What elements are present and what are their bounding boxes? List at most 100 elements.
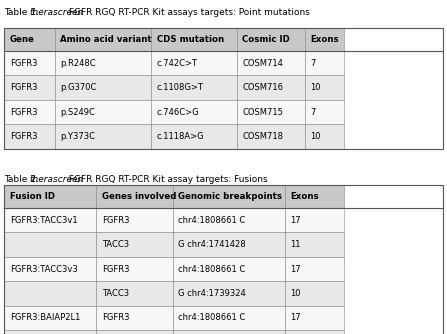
Bar	[285, 185, 344, 208]
Bar	[151, 51, 236, 75]
Bar	[285, 257, 344, 281]
Text: TACC3: TACC3	[102, 289, 129, 298]
Text: 10: 10	[310, 132, 320, 141]
Bar	[97, 330, 173, 334]
Text: p.Y373C: p.Y373C	[60, 132, 95, 141]
Text: Exons: Exons	[290, 192, 319, 201]
Bar	[285, 232, 344, 257]
Text: 17: 17	[290, 313, 301, 322]
Bar	[4, 208, 97, 232]
Bar	[4, 306, 97, 330]
Text: Gene: Gene	[10, 35, 35, 44]
Bar	[236, 51, 304, 75]
Bar	[55, 100, 151, 124]
Text: COSM716: COSM716	[242, 83, 283, 92]
Text: 10: 10	[310, 83, 320, 92]
Text: FGFR3:BAIAP2L1: FGFR3:BAIAP2L1	[10, 313, 80, 322]
Bar	[151, 100, 236, 124]
Bar	[4, 257, 97, 281]
Bar	[304, 28, 344, 51]
Bar	[285, 208, 344, 232]
Bar	[173, 257, 285, 281]
Bar	[236, 28, 304, 51]
Text: FGFR3: FGFR3	[102, 265, 129, 274]
Bar	[97, 306, 173, 330]
Text: TACC3: TACC3	[102, 240, 129, 249]
Text: FGFR3:TACC3v3: FGFR3:TACC3v3	[10, 265, 78, 274]
Bar	[97, 257, 173, 281]
Text: FGFR RGQ RT-PCR Kit assay targets: Fusions: FGFR RGQ RT-PCR Kit assay targets: Fusio…	[66, 175, 267, 184]
Bar	[4, 28, 55, 51]
Bar	[285, 330, 344, 334]
Text: p.S249C: p.S249C	[60, 108, 95, 117]
Text: 7: 7	[310, 108, 315, 117]
Bar	[55, 51, 151, 75]
Text: Exons: Exons	[310, 35, 338, 44]
Text: Table 1.: Table 1.	[4, 8, 45, 17]
Bar	[4, 185, 97, 208]
Bar	[173, 330, 285, 334]
Bar	[4, 232, 97, 257]
Text: G chr4:1741428: G chr4:1741428	[178, 240, 246, 249]
Bar	[151, 124, 236, 149]
Bar	[285, 306, 344, 330]
Text: FGFR3: FGFR3	[102, 216, 129, 225]
Bar	[4, 51, 55, 75]
Text: FGFR3: FGFR3	[10, 83, 38, 92]
Bar	[4, 75, 55, 100]
Text: FGFR RGQ RT-PCR Kit assays targets: Point mutations: FGFR RGQ RT-PCR Kit assays targets: Poin…	[66, 8, 310, 17]
Text: c.1108G>T: c.1108G>T	[156, 83, 203, 92]
Text: p.R248C: p.R248C	[60, 59, 96, 68]
Bar	[304, 51, 344, 75]
Bar	[4, 100, 55, 124]
Bar	[97, 281, 173, 306]
Text: chr4:1808661 C: chr4:1808661 C	[178, 313, 246, 322]
Bar	[304, 75, 344, 100]
Text: FGFR3: FGFR3	[102, 313, 129, 322]
Text: Genes involved: Genes involved	[102, 192, 176, 201]
Bar	[4, 281, 97, 306]
Bar	[173, 208, 285, 232]
Bar	[97, 232, 173, 257]
Text: c.742C>T: c.742C>T	[156, 59, 198, 68]
Bar	[151, 28, 236, 51]
Bar	[55, 124, 151, 149]
Text: 11: 11	[290, 240, 301, 249]
Bar	[173, 281, 285, 306]
Bar	[97, 185, 173, 208]
Text: p.G370C: p.G370C	[60, 83, 97, 92]
Bar	[151, 75, 236, 100]
Text: therascreen: therascreen	[29, 175, 83, 184]
Text: COSM718: COSM718	[242, 132, 283, 141]
Bar	[236, 100, 304, 124]
Bar	[173, 232, 285, 257]
Text: FGFR3: FGFR3	[10, 59, 38, 68]
Text: chr4:1808661 C: chr4:1808661 C	[178, 216, 246, 225]
Text: c.1118A>G: c.1118A>G	[156, 132, 204, 141]
Text: FGFR3: FGFR3	[10, 132, 38, 141]
Text: 7: 7	[310, 59, 315, 68]
Bar	[4, 28, 443, 149]
Text: therascreen: therascreen	[29, 8, 83, 17]
Text: COSM715: COSM715	[242, 108, 283, 117]
Text: 17: 17	[290, 265, 301, 274]
Text: c.746C>G: c.746C>G	[156, 108, 199, 117]
Bar	[4, 330, 97, 334]
Bar	[236, 75, 304, 100]
Bar	[285, 281, 344, 306]
Bar	[173, 306, 285, 330]
Bar	[304, 100, 344, 124]
Text: 10: 10	[290, 289, 301, 298]
Bar	[173, 185, 285, 208]
Bar	[236, 124, 304, 149]
Text: FGFR3: FGFR3	[10, 108, 38, 117]
Text: Cosmic ID: Cosmic ID	[242, 35, 290, 44]
Bar	[55, 75, 151, 100]
Text: Fusion ID: Fusion ID	[10, 192, 55, 201]
Bar	[4, 185, 443, 334]
Bar	[97, 208, 173, 232]
Text: Genomic breakpoints: Genomic breakpoints	[178, 192, 283, 201]
Text: CDS mutation: CDS mutation	[156, 35, 224, 44]
Text: Amino acid variant: Amino acid variant	[60, 35, 152, 44]
Text: chr4:1808661 C: chr4:1808661 C	[178, 265, 246, 274]
